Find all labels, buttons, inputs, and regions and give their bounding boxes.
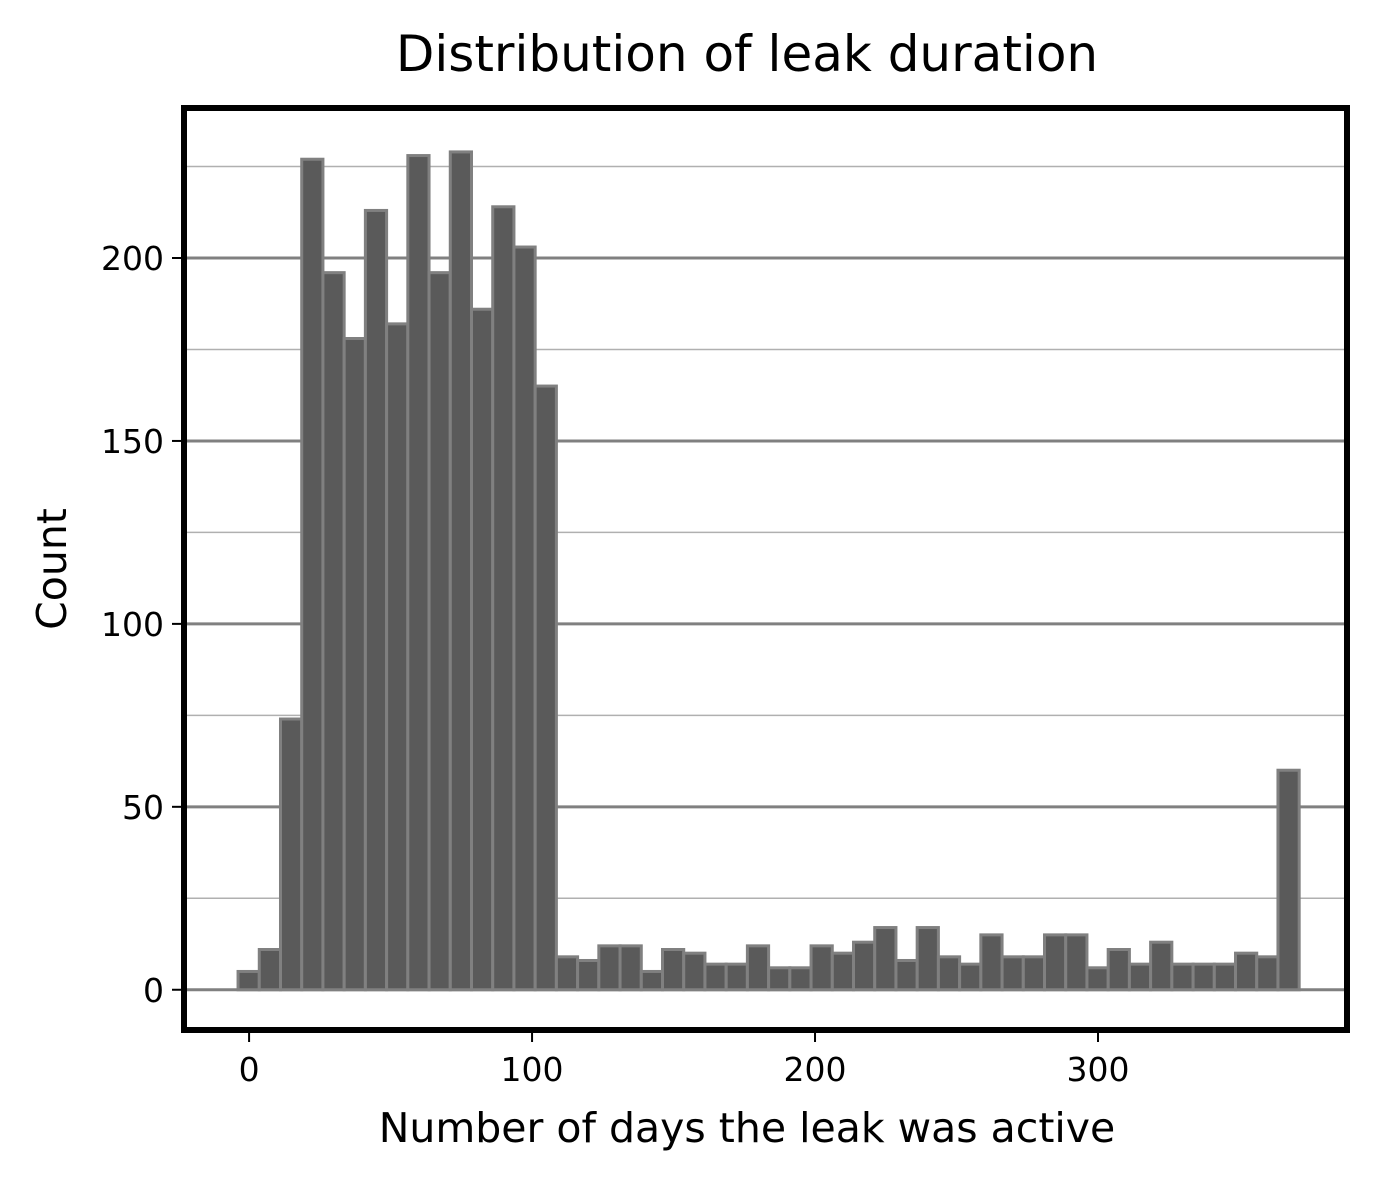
histogram-bar — [915, 926, 940, 992]
histogram-bar — [448, 150, 473, 992]
x-tick-label: 100 — [501, 1050, 564, 1089]
histogram-bar — [406, 154, 431, 992]
histogram-bar — [1149, 940, 1174, 992]
histogram-bar — [469, 307, 495, 992]
histogram-bar — [873, 926, 898, 992]
histogram-bar — [427, 271, 452, 992]
y-tick-label: 50 — [122, 788, 164, 827]
histogram-bar — [830, 951, 856, 992]
histogram-bar — [1127, 962, 1153, 992]
histogram-bar — [788, 966, 813, 992]
histogram-bar — [745, 944, 771, 992]
histogram-bar — [1064, 933, 1089, 992]
histogram-bar — [491, 205, 516, 992]
histogram-bar — [852, 940, 877, 992]
histogram-bar — [1085, 966, 1110, 992]
histogram-bar — [1021, 955, 1047, 992]
x-axis-label: Number of days the leak was active — [379, 1104, 1116, 1152]
histogram-bar — [1043, 933, 1068, 992]
y-axis-label: Count — [28, 508, 76, 630]
x-tick-label: 300 — [1066, 1050, 1129, 1089]
histogram-bar — [278, 717, 304, 992]
x-tick-label: 0 — [239, 1050, 260, 1089]
histogram-bar — [660, 948, 686, 992]
histogram-bar — [1276, 768, 1301, 992]
y-tick-label: 200 — [101, 239, 164, 278]
histogram-bar — [300, 157, 325, 992]
histogram-bar — [533, 384, 558, 992]
histogram-bar — [1212, 962, 1238, 992]
histogram-bar — [1255, 955, 1280, 992]
bars — [236, 150, 1301, 992]
histogram-bar — [639, 969, 664, 992]
histogram-bar — [1000, 955, 1025, 992]
histogram-bar — [321, 271, 346, 992]
histogram-bar — [1106, 948, 1131, 992]
histogram-bar — [936, 955, 962, 992]
chart-title: Distribution of leak duration — [396, 25, 1098, 83]
histogram-bar — [767, 966, 792, 992]
histogram-bar — [1170, 962, 1195, 992]
histogram-bar — [363, 208, 389, 992]
histogram-bar — [1191, 962, 1216, 992]
histogram-bar — [342, 337, 367, 992]
y-tick-label: 150 — [101, 422, 164, 461]
histogram-bar — [236, 969, 261, 992]
histogram-bar — [682, 951, 707, 992]
plot-frame — [181, 105, 1350, 1033]
histogram-bar — [894, 958, 919, 992]
axis-ticks: 0 100 200 300 0 50 100 150 200 — [101, 239, 1129, 1089]
histogram-bar — [618, 944, 643, 992]
histogram-bar — [576, 958, 601, 992]
y-tick-label: 0 — [143, 971, 164, 1010]
x-tick-label: 200 — [784, 1050, 847, 1089]
histogram-bar — [809, 944, 834, 992]
y-tick-label: 100 — [101, 605, 164, 644]
histogram-bar — [385, 322, 410, 992]
histogram-bar — [257, 948, 282, 992]
histogram-bar — [512, 245, 537, 992]
histogram-bar — [597, 944, 622, 992]
histogram-bar — [958, 962, 983, 992]
histogram-bar — [979, 933, 1004, 992]
histogram-bar — [554, 955, 580, 992]
histogram-bar — [1234, 951, 1259, 992]
histogram-bar — [724, 962, 749, 992]
histogram-bar — [703, 962, 728, 992]
